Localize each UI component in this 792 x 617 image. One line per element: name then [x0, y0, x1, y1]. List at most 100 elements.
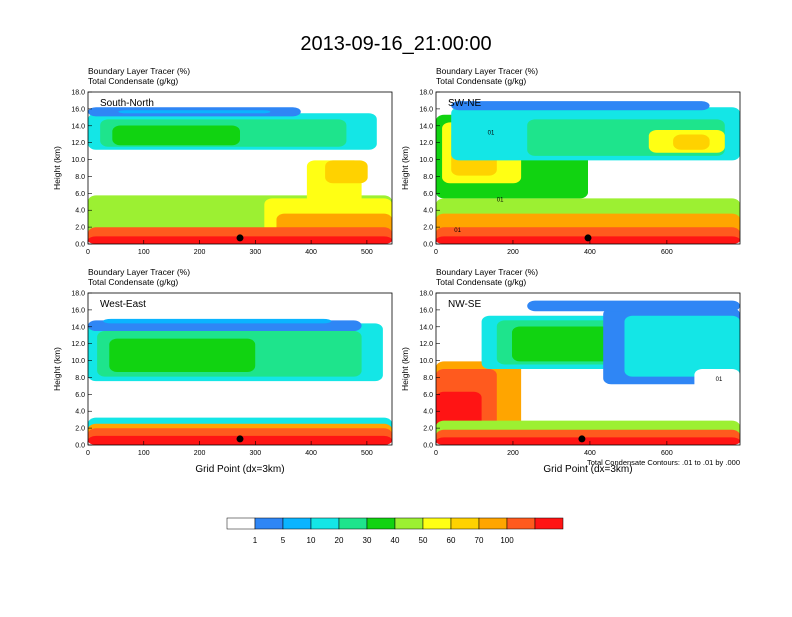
y-tick-label: 6.0	[75, 191, 85, 198]
plot-frame	[87, 91, 393, 245]
y-tick-label: 18.0	[71, 90, 85, 97]
x-tick-label: 400	[584, 249, 596, 256]
shaded-region	[624, 315, 740, 377]
x-tick-label: 600	[661, 249, 673, 256]
x-tick-label: 500	[361, 249, 373, 256]
colorbar-label: 70	[475, 536, 484, 545]
y-tick-label: 10.0	[71, 358, 85, 365]
y-tick-label: 2.0	[75, 225, 85, 232]
colorbar-cell	[450, 517, 480, 530]
y-tick-label: 18.0	[419, 90, 433, 97]
shaded-region	[112, 125, 240, 146]
location-marker	[584, 234, 592, 242]
shaded-region	[512, 326, 619, 362]
x-tick-label: 0	[434, 249, 438, 256]
y-tick-label: 2.0	[423, 426, 433, 433]
plot-area	[88, 293, 392, 445]
y-tick-label: 2.0	[423, 225, 433, 232]
colorbar-cell	[226, 517, 256, 530]
y-tick-label: 0.0	[423, 443, 433, 450]
y-tick-label: 2.0	[75, 426, 85, 433]
plot-frame	[87, 292, 393, 446]
x-tick-label: 300	[249, 249, 261, 256]
colorbar-cell	[310, 517, 340, 530]
colorbar-cell	[506, 517, 536, 530]
colorbar-label: 10	[307, 536, 316, 545]
y-axis-label: Height (km)	[52, 347, 62, 391]
x-tick-label: 0	[434, 450, 438, 457]
y-tick-label: 4.0	[75, 409, 85, 416]
y-tick-label: 10.0	[419, 358, 433, 365]
colorbar-cell	[366, 517, 396, 530]
x-tick-label: 600	[661, 450, 673, 457]
plot-area	[436, 92, 740, 244]
plot-frame	[435, 292, 741, 446]
x-tick-label: 200	[507, 249, 519, 256]
panel-1: 0.0 2.0 4.0 6.0 8.0 10.0 12.0 14.0 16.0 18.0 0 100 2…	[52, 66, 393, 256]
colorbar-label: 100	[500, 536, 514, 545]
location-marker	[236, 435, 244, 443]
panel-label: West-East	[100, 299, 146, 310]
y-tick-label: 8.0	[75, 174, 85, 181]
shaded-region	[103, 318, 332, 324]
colorbar-cell	[254, 517, 284, 530]
x-tick-label: 400	[305, 249, 317, 256]
x-tick-label: 400	[584, 450, 596, 457]
colorbar-label: 20	[335, 536, 344, 545]
panel-3: 0.0 2.0 4.0 6.0 8.0 10.0 12.0 14.0 16.0 18.0 0 100 2…	[52, 267, 393, 475]
y-tick-label: 16.0	[419, 307, 433, 314]
panel-subtitle-tracer: Boundary Layer Tracer (%)	[88, 267, 190, 277]
y-axis-label: Height (km)	[400, 146, 410, 190]
shaded-region	[118, 110, 271, 114]
shaded-region	[527, 300, 740, 312]
colorbar-label: 40	[391, 536, 400, 545]
contour-label: 01	[488, 131, 495, 137]
x-tick-label: 100	[138, 249, 150, 256]
y-tick-label: 6.0	[75, 392, 85, 399]
x-tick-label: 400	[305, 450, 317, 457]
x-tick-label: 500	[361, 450, 373, 457]
shaded-region	[325, 160, 368, 184]
y-tick-label: 8.0	[423, 375, 433, 382]
colorbar-cell	[282, 517, 312, 530]
y-tick-label: 0.0	[75, 443, 85, 450]
y-tick-label: 14.0	[71, 123, 85, 130]
x-tick-label: 200	[194, 249, 206, 256]
colorbar-label: 1	[253, 536, 258, 545]
panel-subtitle-condensate: Total Condensate (g/kg)	[88, 277, 178, 287]
y-tick-label: 12.0	[419, 341, 433, 348]
x-tick-label: 200	[507, 450, 519, 457]
plot-frame	[435, 91, 741, 245]
x-tick-label: 200	[194, 450, 206, 457]
shaded-region	[451, 101, 710, 111]
y-tick-label: 18.0	[419, 291, 433, 298]
panel-subtitle-condensate: Total Condensate (g/kg)	[436, 76, 526, 86]
panel-subtitle-tracer: Boundary Layer Tracer (%)	[436, 66, 538, 76]
y-tick-label: 8.0	[75, 375, 85, 382]
x-tick-label: 100	[138, 450, 150, 457]
panel-label: SW-NE	[448, 98, 481, 109]
y-axis-label: Height (km)	[52, 146, 62, 190]
panel-subtitle-condensate: Total Condensate (g/kg)	[436, 277, 526, 287]
shaded-region	[673, 134, 710, 150]
colorbar-cell	[478, 517, 508, 530]
contour-footnote: Total Condensate Contours: .01 to .01 by…	[587, 458, 740, 467]
shaded-region	[109, 338, 256, 373]
panel-label: South-North	[100, 98, 154, 109]
panel-subtitle-tracer: Boundary Layer Tracer (%)	[436, 267, 538, 277]
colorbar-label: 50	[419, 536, 428, 545]
y-tick-label: 0.0	[423, 242, 433, 249]
y-tick-label: 10.0	[419, 157, 433, 164]
y-tick-label: 14.0	[419, 123, 433, 130]
y-tick-label: 16.0	[71, 106, 85, 113]
contour-label: 01	[454, 228, 461, 234]
colorbar-cell	[534, 517, 564, 530]
x-tick-label: 300	[249, 450, 261, 457]
colorbar-cell	[394, 517, 424, 530]
y-tick-label: 16.0	[419, 106, 433, 113]
panels: 0.02.04.06.08.010.012.014.016.018.00 100 2…	[52, 66, 741, 475]
panel-subtitle-tracer: Boundary Layer Tracer (%)	[88, 66, 190, 76]
colorbar-cell	[338, 517, 368, 530]
x-tick-label: 0	[86, 450, 90, 457]
